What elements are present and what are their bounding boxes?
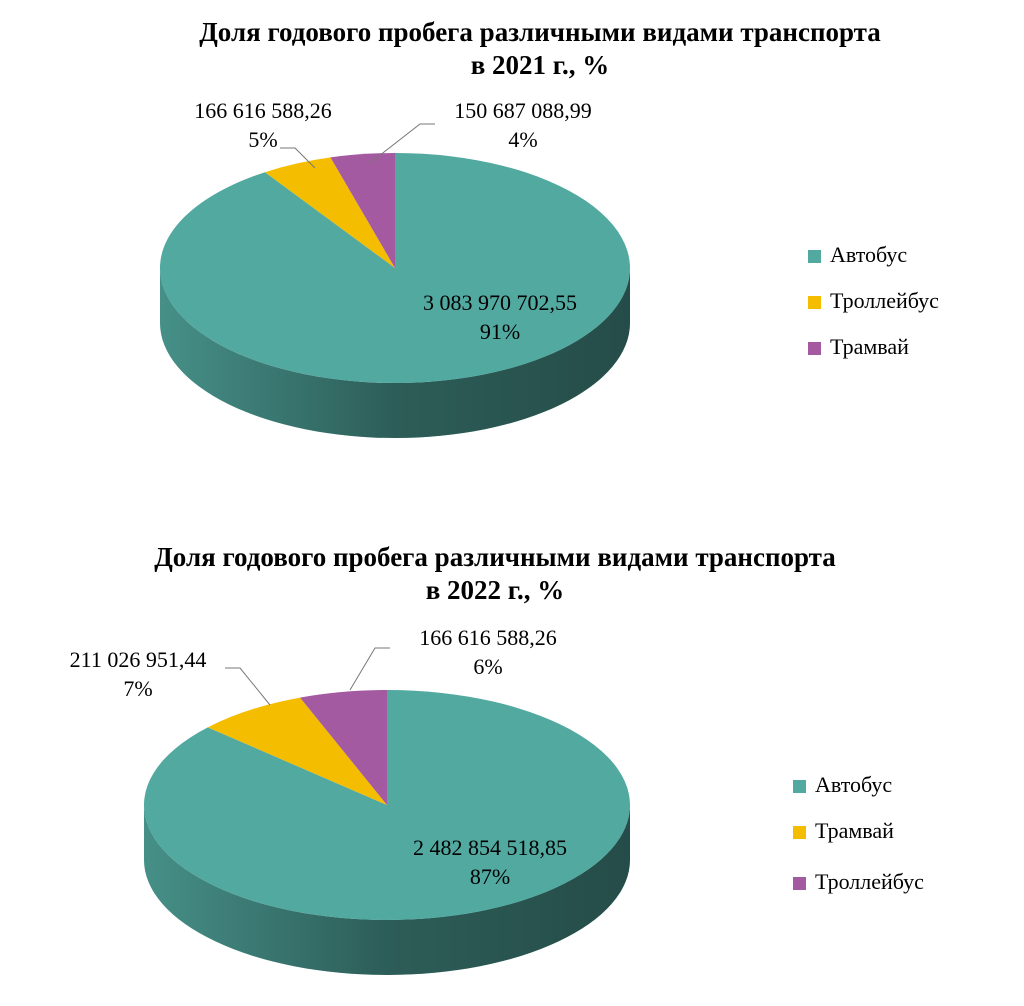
leader-line [369, 123, 435, 164]
percent-label: 7% [123, 676, 152, 701]
percent-label: 87% [470, 864, 510, 889]
percent-label: 6% [473, 654, 502, 679]
legend-swatch [793, 826, 806, 839]
pie-side-shade [160, 268, 630, 438]
legend-label: Автобус [830, 242, 907, 267]
data-label: 2 482 854 518,85 [413, 835, 567, 860]
chart-title: в 2021 г., % [471, 50, 610, 80]
pie-slice [159, 153, 630, 383]
percent-label: 5% [248, 127, 277, 152]
legend-label: Троллейбус [830, 288, 939, 313]
leader-line [349, 647, 390, 691]
data-label: 166 616 588,26 [194, 98, 332, 123]
pie-side-shade [144, 805, 630, 975]
legend-label: Автобус [815, 772, 892, 797]
pie-slice [207, 697, 387, 805]
legend-swatch [793, 877, 806, 890]
percent-label: 91% [480, 319, 520, 344]
data-label: 211 026 951,44 [70, 647, 207, 672]
leader-line [280, 147, 316, 169]
legend-swatch [808, 250, 821, 263]
chart-title: Доля годового пробега различными видами … [154, 542, 836, 572]
percent-label: 4% [508, 127, 537, 152]
legend-swatch [808, 342, 821, 355]
pie-slice [265, 157, 395, 268]
legend-swatch [808, 296, 821, 309]
legend-label: Трамвай [830, 334, 909, 359]
pie-slice [300, 690, 387, 805]
data-label: 3 083 970 702,55 [423, 290, 577, 315]
legend-label: Троллейбус [815, 869, 924, 894]
chart-title: в 2022 г., % [426, 575, 565, 605]
pie-slice [330, 153, 395, 268]
legend-swatch [793, 780, 806, 793]
data-label: 166 616 588,26 [419, 625, 557, 650]
leader-line [225, 667, 271, 706]
legend-label: Трамвай [815, 818, 894, 843]
data-label: 150 687 088,99 [454, 98, 592, 123]
chart-title: Доля годового пробега различными видами … [199, 17, 881, 47]
